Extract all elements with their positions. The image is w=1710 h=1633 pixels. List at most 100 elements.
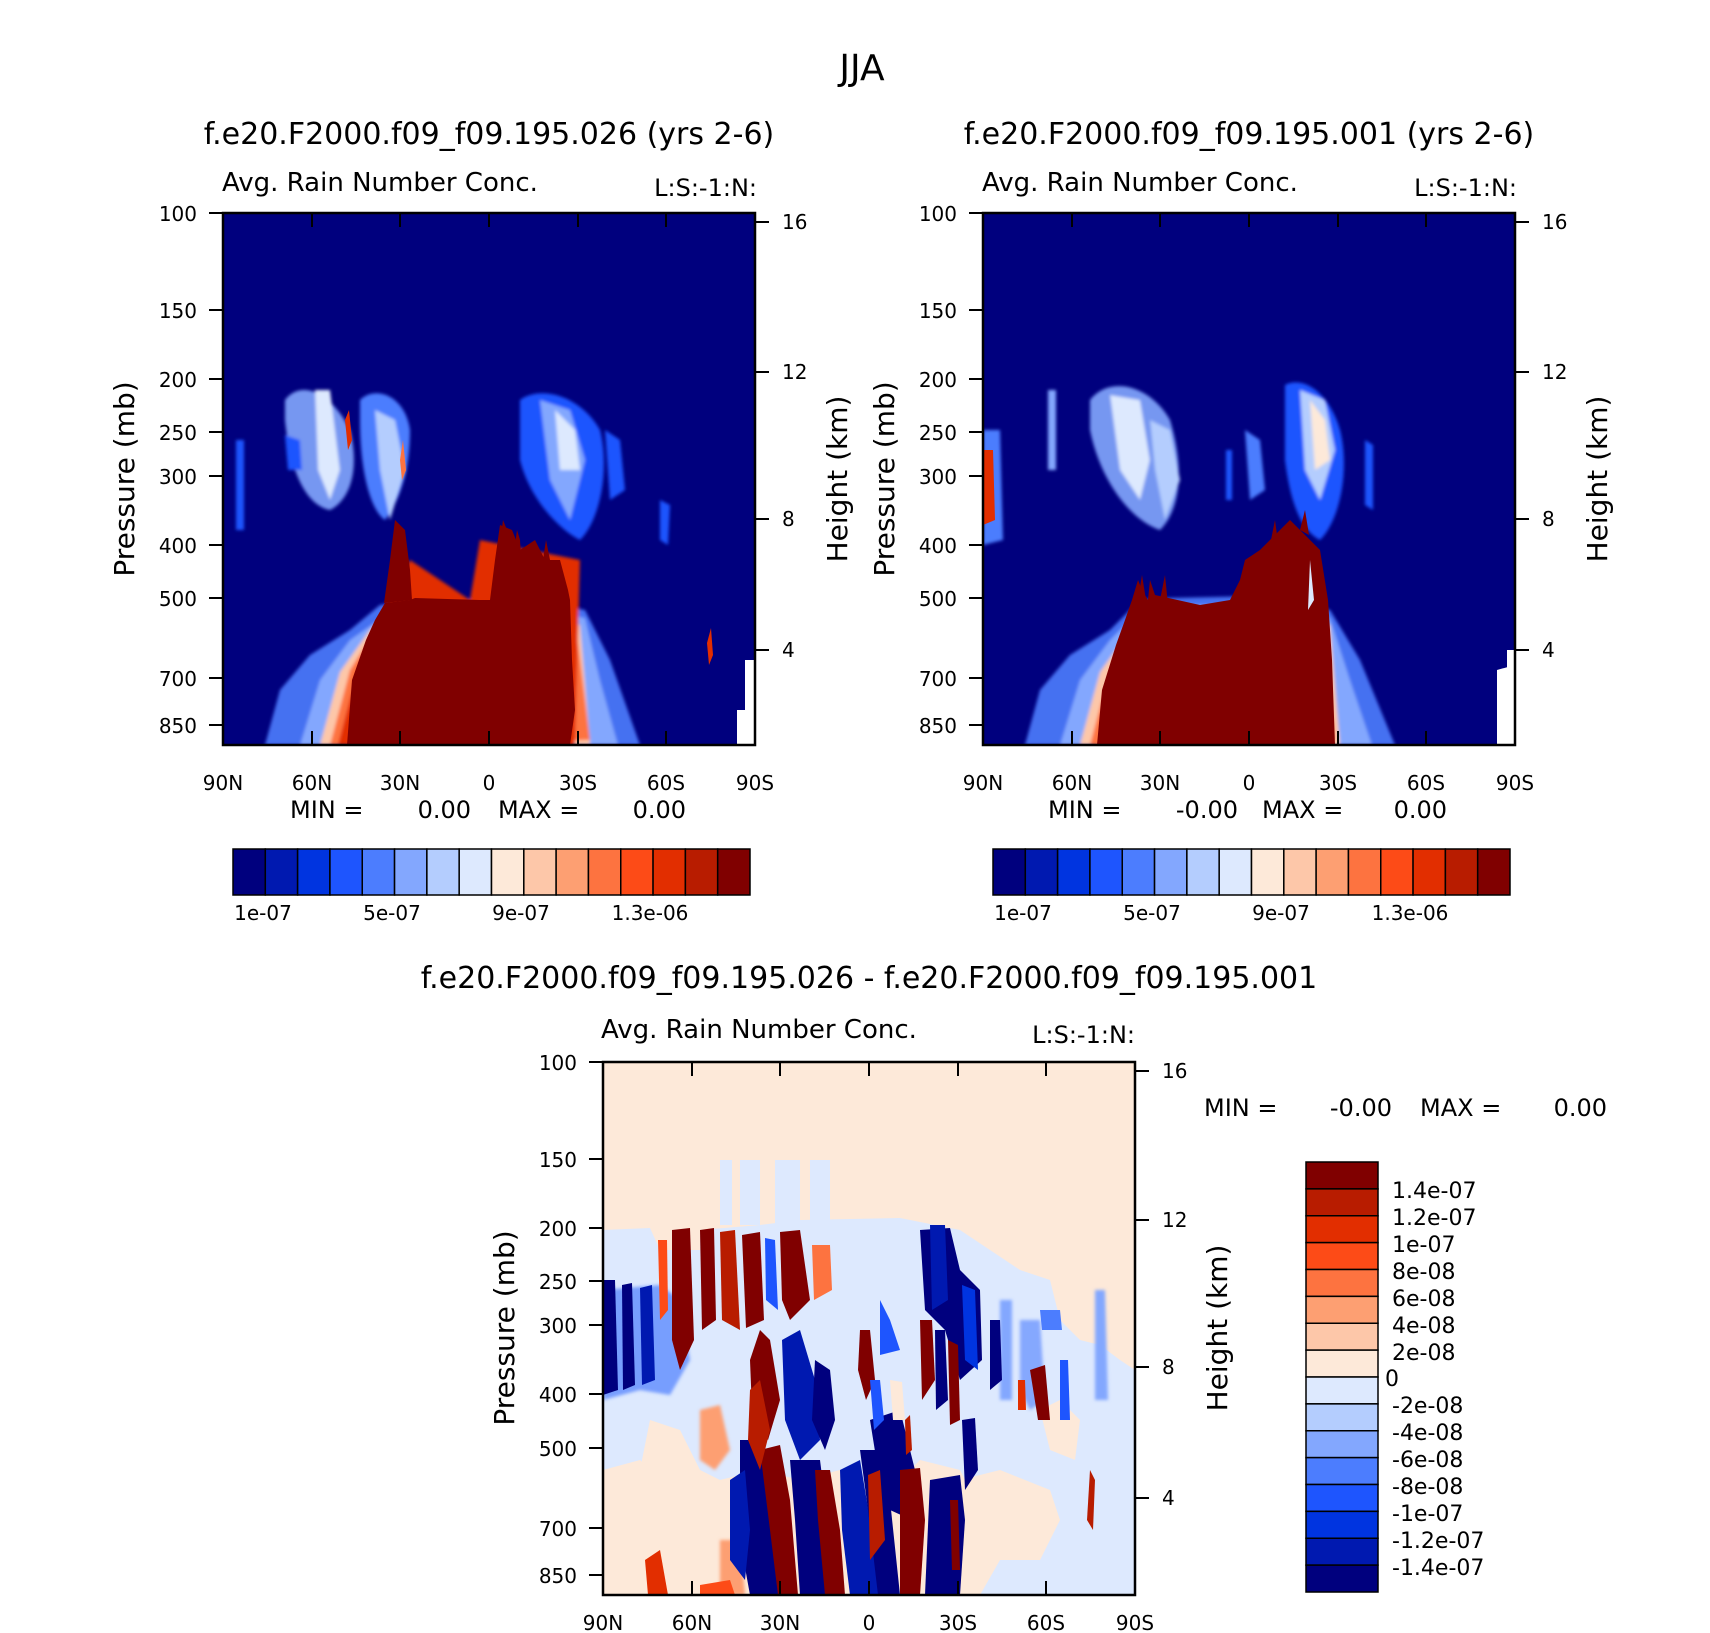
panel-2-colorbar-swatch	[1476, 848, 1511, 896]
panel-3-field	[603, 1160, 1135, 1595]
panel-3-xtick: 90N	[583, 1611, 623, 1633]
panel-1-ytick: 700	[159, 667, 197, 691]
panel-3-ytick: 200	[539, 1217, 577, 1241]
panel-3-ytick: 300	[539, 1314, 577, 1338]
panel-2-xtick: 90S	[1496, 771, 1534, 795]
panel-3-colorbar-swatch	[1305, 1564, 1379, 1593]
panel-1-xtick: 30N	[380, 771, 420, 795]
panel-2-ytick: 850	[919, 714, 957, 738]
panel-3-ytick: 700	[539, 1517, 577, 1541]
panel-2-colorbar-swatch	[1412, 848, 1447, 896]
panel-3-colorbar-swatch	[1305, 1268, 1379, 1298]
panel-1-xtick: 90S	[736, 771, 774, 795]
panel-1-ytick: 150	[159, 299, 197, 323]
panel-2-colorbar-label: 1.3e-06	[1372, 901, 1449, 925]
panel-3-colorbar-label: 8e-08	[1392, 1260, 1455, 1285]
panel-3-stats: MIN = -0.00 MAX = 0.00	[1204, 1094, 1607, 1122]
panel-3-ytick: 850	[539, 1564, 577, 1588]
panel-1-ytick: 300	[159, 465, 197, 489]
panel-3-colorbar-swatch	[1305, 1349, 1379, 1378]
panel-1-y-ticks	[209, 212, 769, 726]
panel-2-ylabel-right: Height (km)	[1581, 396, 1614, 563]
panel-2-colorbar-swatch	[1218, 848, 1253, 896]
panel-3-colorbar-label: 6e-08	[1392, 1287, 1455, 1312]
panel-1-ytick-right: 4	[782, 638, 795, 662]
panel-3-colorbar-label: 0	[1385, 1367, 1399, 1392]
panel-2-y-right-tick-labels: 16 12 8 4	[1542, 210, 1567, 662]
panel-2-ytick: 150	[919, 299, 957, 323]
panel-3-colorbar-swatch	[1305, 1188, 1379, 1217]
panel-1-stats: MIN = 0.00 MAX = 0.00	[290, 796, 686, 824]
panel-1-colorbar-swatch	[232, 848, 267, 896]
panel-2-ytick: 500	[919, 587, 957, 611]
panel-2-xtick: 30N	[1140, 771, 1180, 795]
panel-1-colorbar-label: 1e-07	[234, 901, 292, 925]
panel-3-colorbar-swatch	[1305, 1537, 1379, 1566]
panel-2-colorbar-swatch	[992, 848, 1027, 896]
panel-1-max-value: 0.00	[633, 796, 686, 824]
panel-2-colorbar-swatch	[1283, 848, 1317, 896]
panel-2-min-value: -0.00	[1176, 796, 1238, 824]
panel-3-colorbar-label: 1.2e-07	[1392, 1206, 1476, 1231]
panel-3-ytick-right: 4	[1162, 1486, 1175, 1510]
panel-1-ytick: 200	[159, 368, 197, 392]
panel-1-ylabel-right: Height (km)	[821, 396, 854, 563]
panel-3-colorbar-label: -8e-08	[1392, 1475, 1463, 1500]
panel-3-xtick: 30N	[760, 1611, 800, 1633]
panel-2-y-tick-labels: 100 150 200 250 300 400 500 700 850	[919, 202, 957, 738]
panel-1-y-right-tick-labels: 16 12 8 4	[782, 210, 807, 662]
panel-1-ytick-right: 8	[782, 507, 795, 531]
panel-1-ylabel: Pressure (mb)	[108, 381, 141, 576]
panel-3-colorbar-label: -1e-07	[1392, 1502, 1463, 1527]
panel-1-colorbar: 1e-07 5e-07 9e-07 1.3e-06	[232, 848, 751, 925]
panel-1-x-tick-labels: 90N 60N 30N 0 30S 60S 90S	[203, 771, 774, 795]
panel-1-colorbar-swatch	[296, 848, 331, 896]
panel-2-colorbar-swatch	[1186, 848, 1220, 896]
panel-1-colorbar-swatch	[426, 848, 460, 896]
panel-3-colorbar-swatch	[1305, 1376, 1379, 1405]
panel-1-ytick: 500	[159, 587, 197, 611]
panel-2-xtick: 90N	[963, 771, 1003, 795]
panel-1-y-tick-labels: 100 150 200 250 300 400 500 700 850	[159, 202, 197, 738]
panel-1-ytick: 400	[159, 534, 197, 558]
panel-2-ytick: 300	[919, 465, 957, 489]
panel-3-colorbar-label: 4e-08	[1392, 1314, 1455, 1339]
panel-3-units: L:S:-1:N:	[1032, 1021, 1135, 1049]
panel-3-xtick: 30S	[939, 1611, 977, 1633]
panel-1-xtick: 0	[483, 771, 496, 795]
panel-1-xtick: 90N	[203, 771, 243, 795]
panel-3-min-label: MIN =	[1204, 1094, 1277, 1122]
panel-3-xtick: 90S	[1116, 1611, 1154, 1633]
panel-2-colorbar-label: 1e-07	[994, 901, 1052, 925]
panel-1-colorbar-swatch	[361, 848, 396, 896]
panel-3-ytick: 150	[539, 1148, 577, 1172]
panel-3-colorbar-swatch	[1305, 1403, 1379, 1432]
panel-3-colorbar-swatch	[1305, 1241, 1379, 1271]
panel-1-colorbar-label: 5e-07	[363, 901, 421, 925]
panel-2-ytick-right: 12	[1542, 360, 1567, 384]
panel-3-colorbar-label: -4e-08	[1392, 1421, 1463, 1446]
panel-2-colorbar-label: 9e-07	[1252, 901, 1310, 925]
panel-2-y-ticks	[969, 212, 1529, 726]
panel-3-colorbar-label: -6e-08	[1392, 1448, 1463, 1473]
panel-2-xtick: 30S	[1319, 771, 1357, 795]
panel-2-colorbar-swatch	[1056, 848, 1091, 896]
panel-1-colorbar-swatch	[393, 848, 428, 896]
panel-3-ytick-right: 8	[1162, 1355, 1175, 1379]
panel-2-ylabel: Pressure (mb)	[868, 381, 901, 576]
panel-2-xtick: 0	[1243, 771, 1256, 795]
panel-3-colorbar: 1.4e-07 1.2e-07 1e-07 8e-08 6e-08 4e-08 …	[1305, 1161, 1484, 1593]
panel-3-colorbar-label: -1.4e-07	[1392, 1556, 1484, 1581]
panel-3-y-right-tick-labels: 16 12 8 4	[1162, 1059, 1187, 1510]
panel-1-xtick: 60N	[292, 771, 332, 795]
panel-2-ytick: 200	[919, 368, 957, 392]
panel-2-colorbar-swatch	[1024, 848, 1059, 896]
panel-3-colorbar-label: -1.2e-07	[1392, 1529, 1484, 1554]
panel-2-field	[983, 382, 1515, 745]
panel-2-ytick-right: 16	[1542, 210, 1567, 234]
panel-3-colorbar-label: 1e-07	[1392, 1233, 1455, 1258]
panel-1-min-label: MIN =	[290, 796, 363, 824]
panel-2-ytick-right: 4	[1542, 638, 1555, 662]
panel-3-colorbar-label: 1.4e-07	[1392, 1179, 1476, 1204]
panel-3-ytick-right: 16	[1162, 1059, 1187, 1083]
